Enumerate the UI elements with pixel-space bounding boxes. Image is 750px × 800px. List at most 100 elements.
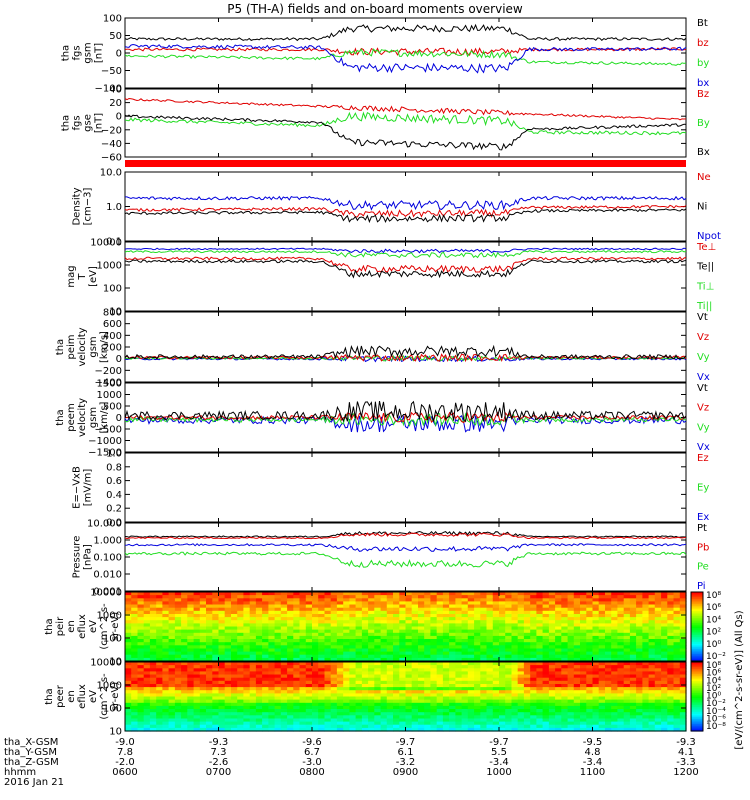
heatmap-cell	[287, 721, 294, 726]
legend-bz: bz	[697, 38, 709, 49]
heatmap-cell	[386, 709, 394, 713]
heatmap-cell	[598, 639, 606, 643]
colorbar-tick-label: 10⁴	[706, 676, 721, 686]
heatmap-cell	[511, 696, 519, 701]
heatmap-cell	[255, 629, 263, 634]
ephemeris-value: -3.0	[302, 757, 322, 768]
heatmap-cell	[430, 614, 438, 618]
heatmap-cell	[324, 677, 332, 682]
heatmap-cell	[430, 654, 438, 659]
heatmap-cell	[143, 693, 151, 698]
y-tick-label: −400	[95, 378, 122, 389]
heatmap-cell	[567, 607, 575, 612]
heatmap-cell	[586, 680, 594, 685]
heatmap-cell	[174, 715, 182, 719]
heatmap-cell	[648, 702, 656, 707]
heatmap-cell	[505, 677, 512, 682]
heatmap-cell	[492, 642, 500, 646]
heatmap-cell	[187, 690, 195, 694]
heatmap-cell	[661, 665, 668, 669]
heatmap-cell	[174, 687, 182, 691]
colorbar-cell	[691, 677, 703, 680]
heatmap-cell	[143, 721, 151, 726]
heatmap-cell	[218, 592, 226, 596]
heatmap-cell	[517, 610, 525, 615]
heatmap-cell	[542, 629, 550, 634]
heatmap-cell	[474, 626, 481, 631]
heatmap-cell	[530, 620, 537, 624]
heatmap-cell	[567, 709, 575, 713]
heatmap-cell	[679, 674, 687, 679]
heatmap-cell	[274, 715, 282, 719]
heatmap-cell	[598, 626, 606, 631]
heatmap-cell	[605, 693, 612, 698]
y-tick-label: 0	[116, 413, 122, 424]
heatmap-cell	[530, 715, 537, 719]
heatmap-cell	[262, 598, 269, 602]
heatmap-cell	[486, 687, 494, 691]
y-tick-label: 100	[103, 704, 122, 715]
heatmap-cell	[623, 674, 631, 679]
colorbar-cell	[691, 624, 703, 628]
heatmap-cell	[598, 651, 606, 656]
heatmap-cell	[343, 715, 350, 719]
heatmap-cell	[424, 651, 431, 656]
heatmap-cell	[573, 614, 581, 618]
heatmap-cell	[336, 617, 344, 621]
heatmap-cell	[330, 665, 338, 669]
heatmap-cell	[648, 680, 656, 685]
heatmap-cell	[243, 662, 251, 666]
ephemeris-value: 6.1	[398, 747, 414, 758]
heatmap-cell	[262, 690, 269, 694]
series-fgs-gsm-3	[124, 43, 687, 74]
heatmap-cell	[386, 645, 394, 649]
heatmap-cell	[536, 690, 544, 694]
heatmap-cell	[411, 715, 419, 719]
heatmap-cell	[654, 607, 662, 612]
heatmap-cell	[255, 623, 263, 628]
heatmap-cell	[555, 687, 562, 691]
heatmap-cell	[517, 724, 525, 729]
heatmap-cell	[517, 598, 525, 602]
heatmap-cell	[679, 727, 687, 732]
heatmap-cell	[436, 693, 444, 698]
heatmap-cell	[530, 598, 537, 602]
heatmap-cell	[374, 607, 382, 612]
heatmap-cell	[573, 629, 581, 634]
heatmap-cell	[393, 632, 400, 637]
heatmap-cell	[436, 680, 444, 685]
heatmap-cell	[131, 724, 138, 729]
heatmap-cell	[611, 727, 618, 732]
heatmap-cell	[486, 607, 494, 612]
heatmap-cell	[430, 727, 438, 732]
heatmap-cell	[623, 654, 631, 659]
heatmap-cell	[623, 635, 631, 640]
y-axis-label: mag	[66, 265, 77, 287]
heatmap-cell	[255, 724, 263, 729]
heatmap-cell	[218, 712, 226, 716]
heatmap-cell	[474, 721, 481, 726]
heatmap-cell	[480, 674, 488, 679]
heatmap-cell	[168, 607, 176, 612]
heatmap-cell	[623, 639, 631, 643]
heatmap-cell	[162, 696, 170, 701]
heatmap-cell	[299, 680, 307, 685]
heatmap-cell	[280, 699, 288, 704]
heatmap-cell	[149, 709, 157, 713]
heatmap-cell	[212, 657, 220, 662]
heatmap-cell	[299, 718, 307, 723]
heatmap-cell	[218, 642, 226, 646]
heatmap-cell	[343, 635, 350, 640]
heatmap-cell	[349, 674, 357, 679]
heatmap-cell	[673, 592, 681, 596]
heatmap-cell	[586, 677, 594, 682]
heatmap-cell	[617, 607, 625, 612]
heatmap-cell	[555, 721, 562, 726]
heatmap-cell	[280, 595, 288, 599]
heatmap-cell	[567, 657, 575, 662]
heatmap-cell	[474, 665, 481, 669]
heatmap-cell	[125, 702, 132, 707]
heatmap-cell	[430, 639, 438, 643]
heatmap-cell	[199, 690, 207, 694]
heatmap-cell	[474, 677, 481, 682]
